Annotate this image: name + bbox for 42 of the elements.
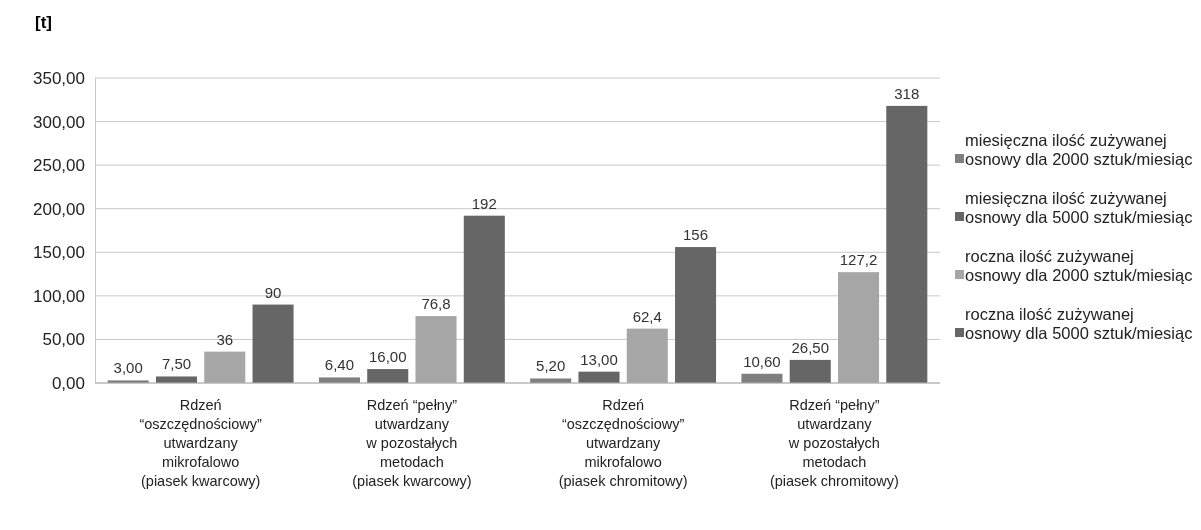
data-label: 5,20 xyxy=(536,357,566,375)
bar xyxy=(578,371,620,383)
bar xyxy=(886,105,928,383)
bar xyxy=(155,376,197,383)
y-tick-label: 150,00 xyxy=(33,243,85,263)
x-tick-label: Rdzeń “oszczędnościowy” utwardzany mikrofalowo (piasek chromitowy) xyxy=(558,397,688,489)
data-label: 127,2 xyxy=(839,251,878,269)
data-label: 16,00 xyxy=(368,348,407,366)
data-label: 62,4 xyxy=(632,307,662,325)
data-label: 318 xyxy=(894,84,920,102)
y-tick-label: 100,00 xyxy=(33,286,85,306)
bar xyxy=(463,215,505,383)
data-label: 3,00 xyxy=(113,359,143,377)
y-tick-label: 0,00 xyxy=(51,373,85,393)
legend-label: miesięczna ilość zużywanej osnowy dla 5000 sztuk/miesiąc xyxy=(965,189,1193,226)
legend-label: roczna ilość zużywanej osnowy dla 2000 sztuk/miesiąc xyxy=(965,247,1193,284)
y-axis-title: [t] xyxy=(35,13,52,32)
bar xyxy=(367,369,409,383)
data-label: 76,8 xyxy=(421,295,451,313)
data-label: 90 xyxy=(264,283,282,301)
data-label: 26,50 xyxy=(791,338,830,356)
x-tick-label: Rdzeń “pełny” utwardzany w pozostałych metodach (piasek chromitowy) xyxy=(769,397,899,489)
data-label: 36 xyxy=(216,330,234,348)
data-label: 13,00 xyxy=(580,350,618,368)
data-label: 10,60 xyxy=(743,352,781,370)
data-label: 156 xyxy=(683,226,709,244)
bar xyxy=(252,304,294,383)
bar xyxy=(675,247,717,383)
y-tick-label: 300,00 xyxy=(33,112,85,132)
x-tick-label: Rdzeń “pełny” utwardzany w pozostałych metodach (piasek kwarcowy) xyxy=(352,397,472,489)
y-tick-label: 250,00 xyxy=(33,156,85,176)
data-label: 192 xyxy=(471,194,497,212)
data-label: 7,50 xyxy=(161,355,192,373)
y-tick-label: 50,00 xyxy=(42,330,85,350)
x-tick-label: Rdzeń “oszczędnościowy” utwardzany mikrofalowo (piasek kwarcowy) xyxy=(139,397,263,489)
bar xyxy=(789,359,831,383)
legend-label: roczna ilość zużywanej osnowy dla 5000 sztuk/miesiąc xyxy=(965,305,1193,342)
bar xyxy=(318,377,360,383)
data-label: 6,40 xyxy=(324,356,355,374)
y-tick-label: 200,00 xyxy=(33,199,85,219)
legend-label: miesięczna ilość zużywanej osnowy dla 2000 sztuk/miesiąc xyxy=(965,131,1193,168)
y-tick-label: 350,00 xyxy=(33,68,85,88)
